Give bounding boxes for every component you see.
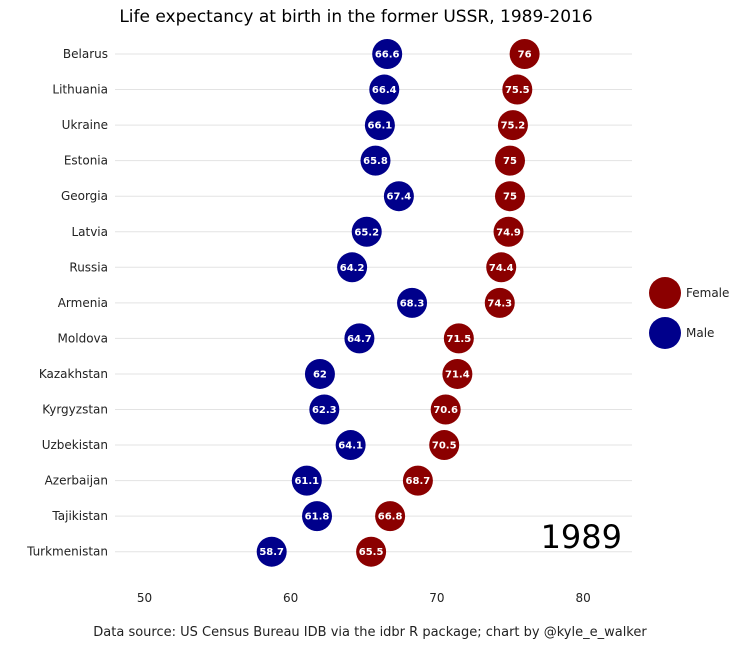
- legend-female-swatch: [649, 277, 681, 309]
- male-point: [383, 181, 414, 212]
- male-value-label: 66.6: [375, 50, 400, 61]
- country-label: Lithuania: [52, 83, 108, 97]
- female-point: [509, 39, 540, 69]
- country-label: Russia: [69, 260, 108, 274]
- male-value-label: 62: [313, 369, 327, 380]
- female-point: [402, 465, 433, 496]
- country-label: Georgia: [61, 189, 108, 203]
- male-point: [304, 358, 335, 389]
- female-point: [495, 181, 525, 212]
- female-value-label: 71.4: [445, 369, 470, 380]
- male-point: [291, 465, 322, 496]
- female-value-label: 76: [518, 50, 532, 61]
- male-point: [256, 536, 287, 567]
- country-label: Kazakhstan: [39, 367, 108, 381]
- country-label: Moldova: [58, 331, 108, 345]
- country-label: Estonia: [64, 154, 108, 168]
- male-value-label: 68.3: [400, 298, 425, 309]
- data-points: 66.6 66.4 66.1 65.8 67.4 65.2 64.2 68.3 64.7 62 62…: [256, 39, 540, 567]
- female-value-label: 75.5: [505, 85, 530, 96]
- male-value-label: 67.4: [387, 192, 412, 203]
- legend: Female Male: [649, 277, 729, 349]
- female-point: [356, 536, 387, 567]
- female-point: [429, 430, 460, 461]
- male-value-label: 62.3: [312, 405, 337, 416]
- male-value-label: 64.2: [340, 263, 365, 274]
- male-point: [397, 287, 428, 318]
- legend-male-swatch: [649, 317, 681, 349]
- female-value-label: 74.3: [487, 298, 512, 309]
- legend-male-label: Male: [686, 326, 714, 340]
- x-tick-label: 60: [283, 591, 298, 605]
- female-point: [486, 252, 517, 283]
- male-value-label: 61.8: [305, 512, 330, 523]
- female-point: [442, 358, 473, 389]
- female-value-label: 70.6: [433, 405, 458, 416]
- male-value-label: 65.8: [363, 156, 388, 167]
- country-labels: Belarus Lithuania Ukraine Estonia Georgia Lat…: [26, 47, 108, 559]
- country-label: Ukraine: [62, 118, 108, 132]
- year-label: 1989: [541, 518, 622, 556]
- male-value-label: 65.2: [354, 227, 379, 238]
- female-point: [443, 323, 474, 354]
- x-tick-label: 50: [137, 591, 152, 605]
- male-value-label: 58.7: [259, 547, 284, 558]
- country-label: Azerbaijan: [45, 474, 108, 488]
- country-label: Belarus: [63, 47, 108, 61]
- male-value-label: 61.1: [294, 476, 319, 487]
- male-point: [337, 252, 368, 283]
- country-label: Uzbekistan: [42, 438, 108, 452]
- country-label: Kyrgyzstan: [42, 403, 108, 417]
- x-axis-ticks: 50 60 70 80: [137, 591, 591, 605]
- x-tick-label: 80: [575, 591, 590, 605]
- female-value-label: 74.4: [489, 263, 514, 274]
- female-point: [375, 501, 406, 532]
- female-value-label: 75.2: [501, 121, 526, 132]
- female-value-label: 65.5: [359, 547, 384, 558]
- country-label: Tajikistan: [51, 509, 108, 523]
- male-point: [372, 39, 403, 69]
- male-point: [351, 216, 382, 247]
- legend-female-label: Female: [686, 286, 729, 300]
- female-value-label: 66.8: [378, 512, 403, 523]
- female-value-label: 70.5: [432, 441, 457, 452]
- female-point: [495, 145, 525, 176]
- chart-title: Life expectancy at birth in the former U…: [119, 7, 592, 27]
- male-value-label: 66.1: [368, 121, 393, 132]
- female-value-label: 68.7: [406, 476, 431, 487]
- chart-caption: Data source: US Census Bureau IDB via th…: [93, 625, 647, 640]
- male-point: [302, 501, 333, 532]
- male-point: [344, 323, 375, 354]
- male-value-label: 66.4: [372, 85, 397, 96]
- country-label: Armenia: [58, 296, 108, 310]
- female-value-label: 74.9: [496, 227, 521, 238]
- male-value-label: 64.1: [338, 441, 363, 452]
- male-point: [309, 394, 340, 425]
- male-point: [369, 74, 400, 105]
- x-tick-label: 70: [429, 591, 444, 605]
- female-point: [502, 74, 533, 105]
- female-value-label: 75: [503, 192, 517, 203]
- male-point: [364, 110, 395, 141]
- female-value-label: 75: [503, 156, 517, 167]
- female-point: [497, 110, 528, 141]
- male-point: [335, 430, 366, 461]
- female-point: [430, 394, 461, 425]
- country-label: Latvia: [71, 225, 108, 239]
- female-value-label: 71.5: [446, 334, 471, 345]
- male-value-label: 64.7: [347, 334, 372, 345]
- female-point: [493, 216, 524, 247]
- male-point: [360, 145, 391, 176]
- female-point: [484, 287, 515, 318]
- country-label: Turkmenistan: [26, 545, 108, 559]
